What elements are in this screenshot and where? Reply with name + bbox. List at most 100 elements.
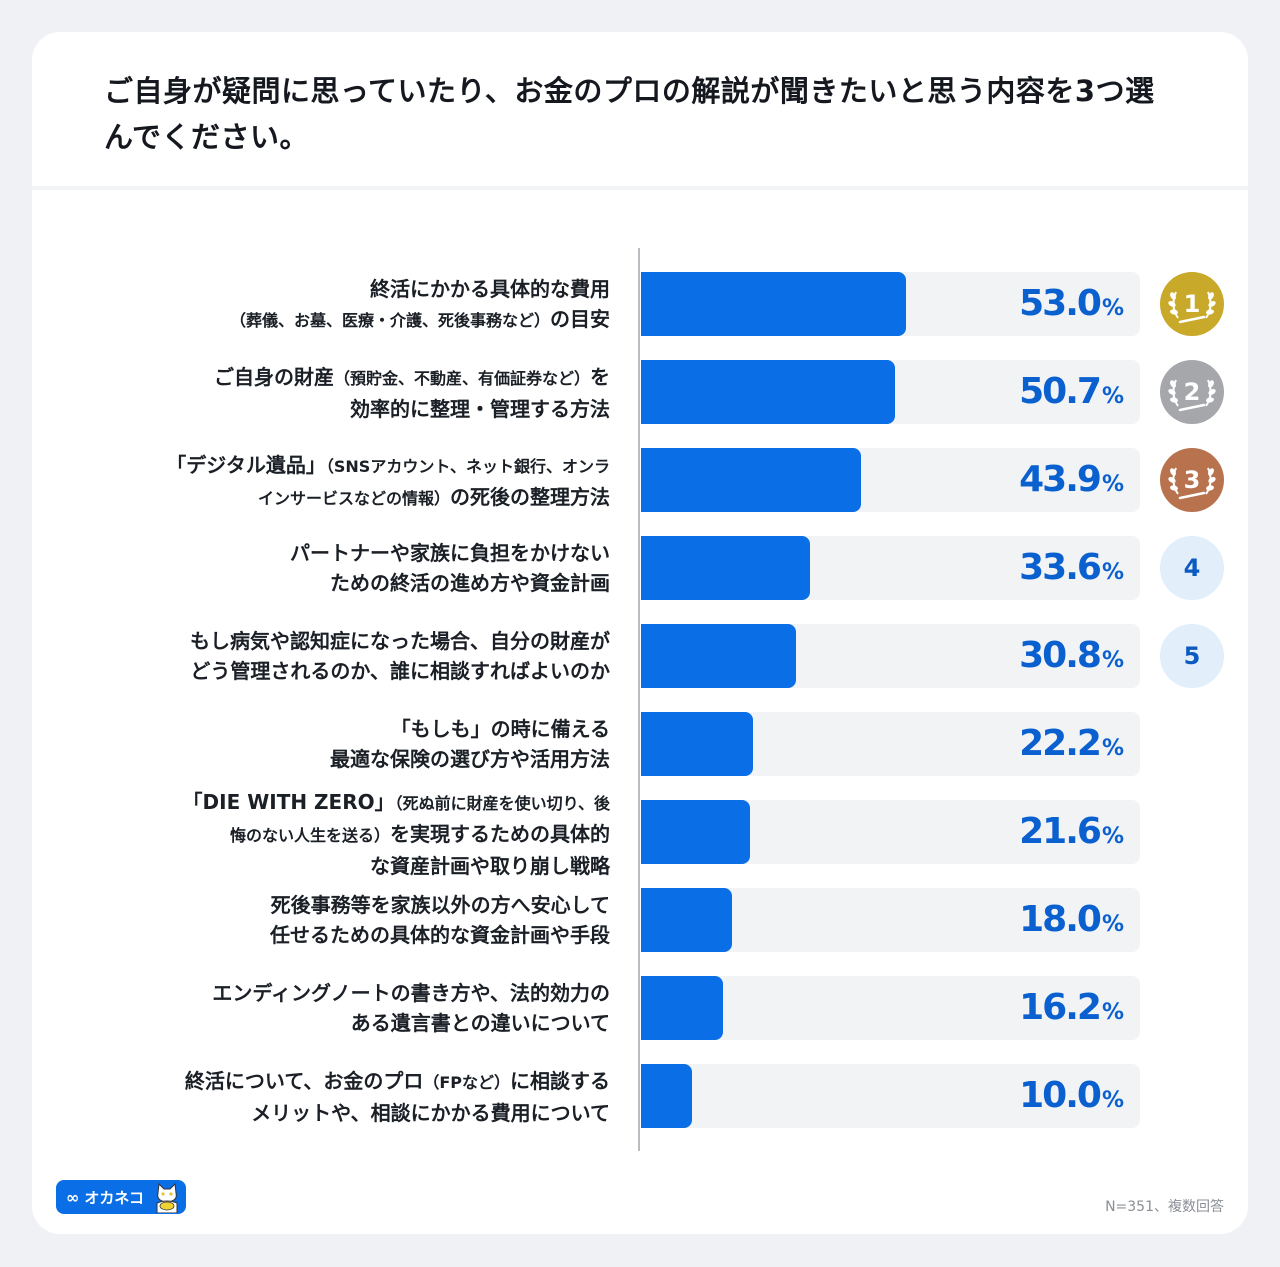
label-text: な資産計画や取り崩し戦略 <box>370 854 610 878</box>
label-text: の死後の整理方法 <box>450 485 610 509</box>
category-label-line: な資産計画や取り崩し戦略 <box>110 851 610 881</box>
value-label: 30.8% <box>1019 634 1124 678</box>
bar-row: ご自身の財産（預貯金、不動産、有価証券など）を 効率的に整理・管理する方法 50.7… <box>0 360 1280 424</box>
category-label-line: 最適な保険の選び方や活用方法 <box>110 744 610 774</box>
footnote: N=351、複数回答 <box>1105 1199 1224 1215</box>
bar-track <box>641 1064 1140 1128</box>
bar-track <box>641 976 1140 1040</box>
label-note: （葬儀、お墓、医療・介護、死後事務など） <box>229 311 550 330</box>
label-text: パートナーや家族に負担をかけない <box>290 541 610 565</box>
card-header: ご自身が疑問に思っていたり、お金のプロの解説が聞きたいと思う内容を3つ選んでくだ… <box>32 32 1248 190</box>
label-text: 死後事務等を家族以外の方へ安心して <box>270 893 610 917</box>
bar <box>641 272 907 336</box>
value-number: 10.0 <box>1019 1075 1102 1116</box>
percent-sign: % <box>1101 296 1124 321</box>
value-label: 53.0% <box>1019 282 1124 326</box>
label-text: を <box>590 365 610 389</box>
value-number: 33.6 <box>1019 547 1102 588</box>
label-text: ご自身の財産 <box>213 365 334 389</box>
bar-row: 終活にかかる具体的な費用 （葬儀、お墓、医療・介護、死後事務など）の目安 53.0%… <box>0 272 1280 336</box>
bar <box>641 624 796 688</box>
label-note: （FPなど） <box>423 1073 510 1092</box>
percent-sign: % <box>1101 912 1124 937</box>
bar-row: エンディングノートの書き方や、法的効力のある遺言書との違いについて 16.2% <box>0 976 1280 1040</box>
value-label: 43.9% <box>1019 458 1124 502</box>
medal-gold-icon: 1 <box>1160 272 1224 336</box>
category-label-line: エンディングノートの書き方や、法的効力の <box>110 978 610 1008</box>
label-text: もし病気や認知症になった場合、自分の財産が <box>190 629 610 653</box>
value-label: 16.2% <box>1019 986 1124 1030</box>
okaneko-logo[interactable]: ∞ オカネコ <box>56 1180 186 1214</box>
rank-badge: 4 <box>1160 536 1224 600</box>
bar-row: もし病気や認知症になった場合、自分の財産がどう管理されるのか、誰に相談すればよい… <box>0 624 1280 688</box>
laurel-icon <box>1168 467 1216 500</box>
percent-sign: % <box>1101 560 1124 585</box>
chart-title: ご自身が疑問に思っていたり、お金のプロの解説が聞きたいと思う内容を3つ選んでくだ… <box>104 74 1155 154</box>
category-label: エンディングノートの書き方や、法的効力のある遺言書との違いについて <box>110 978 610 1038</box>
category-label-line: 終活にかかる具体的な費用 <box>110 274 610 304</box>
bar <box>641 448 862 512</box>
value-number: 30.8 <box>1019 635 1102 676</box>
category-label: 終活について、お金のプロ（FPなど）に相談する メリットや、相談にかかる費用につい… <box>110 1066 610 1128</box>
category-label: 死後事務等を家族以外の方へ安心して任せるための具体的な資金計画や手段 <box>110 890 610 950</box>
value-number: 53.0 <box>1019 283 1102 324</box>
category-label-line: 任せるための具体的な資金計画や手段 <box>110 920 610 950</box>
category-label-line: 悔のない人生を送る）を実現するための具体的 <box>110 819 610 851</box>
y-axis-line <box>638 248 640 1151</box>
value-number: 50.7 <box>1019 371 1102 412</box>
value-label: 33.6% <box>1019 546 1124 590</box>
percent-sign: % <box>1101 648 1124 673</box>
percent-sign: % <box>1101 736 1124 761</box>
value-number: 16.2 <box>1019 987 1102 1028</box>
bar <box>641 800 750 864</box>
bar-row: パートナーや家族に負担をかけないための終活の進め方や資金計画 33.6% 4 <box>0 536 1280 600</box>
percent-sign: % <box>1101 1000 1124 1025</box>
category-label-line: 「DIE WITH ZERO」（死ぬ前に財産を使い切り、後 <box>110 787 610 819</box>
category-label: もし病気や認知症になった場合、自分の財産がどう管理されるのか、誰に相談すればよい… <box>110 626 610 686</box>
bar-row: 「デジタル遺品」（SNSアカウント、ネット銀行、オンラインサービスなどの情報）の… <box>0 448 1280 512</box>
label-text: を実現するための具体的 <box>390 822 610 846</box>
category-label-line: パートナーや家族に負担をかけない <box>110 538 610 568</box>
rank-badge: 5 <box>1160 624 1224 688</box>
bar-row: 死後事務等を家族以外の方へ安心して任せるための具体的な資金計画や手段 18.0% <box>0 888 1280 952</box>
medal-silver-icon: 2 <box>1160 360 1224 424</box>
label-text: 「もしも」の時に備える <box>390 717 610 741</box>
category-label-line: 終活について、お金のプロ（FPなど）に相談する <box>110 1066 610 1098</box>
bar <box>641 360 895 424</box>
category-label-line: 「デジタル遺品」（SNSアカウント、ネット銀行、オンラ <box>110 450 610 482</box>
category-label-line: ための終活の進め方や資金計画 <box>110 568 610 598</box>
label-text: 最適な保険の選び方や活用方法 <box>330 747 610 771</box>
label-note: 悔のない人生を送る） <box>229 826 390 845</box>
rank-number: 2 <box>1183 378 1201 406</box>
bar-row: 「もしも」の時に備える最適な保険の選び方や活用方法 22.2% <box>0 712 1280 776</box>
bar <box>641 888 732 952</box>
value-label: 21.6% <box>1019 810 1124 854</box>
value-number: 18.0 <box>1019 899 1102 940</box>
category-label-line: どう管理されるのか、誰に相談すればよいのか <box>110 656 610 686</box>
rank-number: 3 <box>1183 466 1201 494</box>
category-label: 終活にかかる具体的な費用 （葬儀、お墓、医療・介護、死後事務など）の目安 <box>110 274 610 336</box>
percent-sign: % <box>1101 384 1124 409</box>
bar <box>641 976 723 1040</box>
label-note: （死ぬ前に財産を使い切り、後 <box>394 794 610 813</box>
category-label: パートナーや家族に負担をかけないための終活の進め方や資金計画 <box>110 538 610 598</box>
label-note: インサービスなどの情報） <box>257 489 450 508</box>
category-label-line: 「もしも」の時に備える <box>110 714 610 744</box>
category-label-line: ご自身の財産（預貯金、不動産、有価証券など）を <box>110 362 610 394</box>
rank-number: 5 <box>1183 642 1201 670</box>
category-label-line: ある遺言書との違いについて <box>110 1008 610 1038</box>
category-label-line: メリットや、相談にかかる費用について <box>110 1098 610 1128</box>
cat-mascot-icon <box>156 1182 178 1213</box>
category-label: 「DIE WITH ZERO」（死ぬ前に財産を使い切り、後 悔のない人生を送る）を… <box>110 787 610 881</box>
label-text: に相談する <box>510 1069 610 1093</box>
label-text: エンディングノートの書き方や、法的効力の <box>212 981 610 1005</box>
medal-bronze-icon: 3 <box>1160 448 1224 512</box>
bar <box>641 712 753 776</box>
value-label: 22.2% <box>1019 722 1124 766</box>
category-label: 「デジタル遺品」（SNSアカウント、ネット銀行、オンラインサービスなどの情報）の… <box>110 450 610 514</box>
label-text: ための終活の進め方や資金計画 <box>330 571 610 595</box>
category-label-line: もし病気や認知症になった場合、自分の財産が <box>110 626 610 656</box>
value-number: 43.9 <box>1019 459 1102 500</box>
label-text: 終活にかかる具体的な費用 <box>370 277 610 301</box>
rank-number: 4 <box>1183 554 1201 582</box>
